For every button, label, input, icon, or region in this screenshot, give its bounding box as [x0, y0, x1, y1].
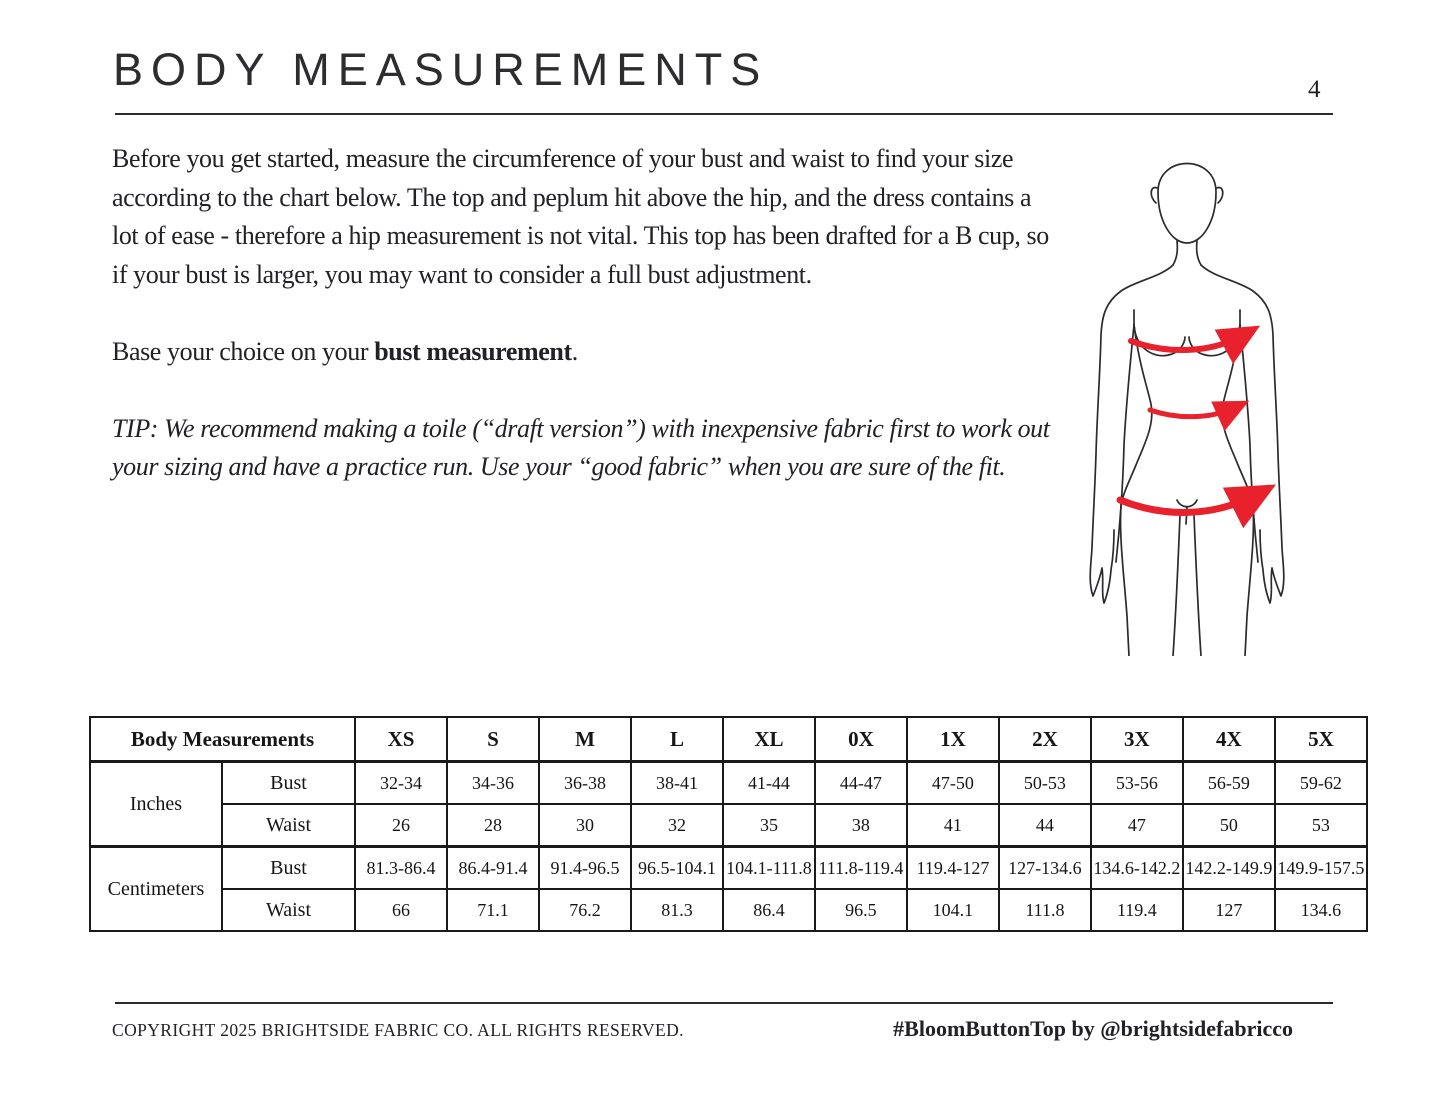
intro-text-column: Before you get started, measure the circ…: [112, 140, 1062, 487]
value-cell: 96.5: [813, 888, 908, 932]
value-cell: 149.9-157.5: [1273, 845, 1369, 890]
value-cell: 142.2-149.9: [1181, 845, 1276, 890]
value-cell: 34-36: [446, 760, 540, 805]
title-divider: [115, 113, 1333, 115]
value-cell: 30: [537, 803, 632, 848]
size-column-header: 0X: [813, 716, 908, 763]
size-column-header: 3X: [1089, 716, 1184, 763]
value-cell: 50-53: [997, 760, 1092, 805]
value-cell: 91.4-96.5: [537, 845, 632, 890]
base-choice-prefix: Base your choice on your: [112, 337, 375, 366]
size-column-header: XS: [354, 716, 448, 763]
table-row: Waist 26 28 30 32 35 38 41 44 47 50 53: [90, 803, 1369, 848]
copyright-text: COPYRIGHT 2025 BRIGHTSIDE FABRIC CO. ALL…: [112, 1020, 684, 1040]
measurement-arrows: [1116, 325, 1277, 529]
value-cell: 47-50: [905, 760, 1000, 805]
value-cell: 104.1: [905, 888, 1000, 932]
intro-paragraph: Before you get started, measure the circ…: [112, 144, 1049, 289]
value-cell: 59-62: [1273, 760, 1369, 805]
value-cell: 134.6-142.2: [1089, 845, 1184, 890]
value-cell: 26: [354, 803, 448, 848]
value-cell: 38-41: [629, 760, 724, 805]
size-column-header: XL: [721, 716, 816, 763]
value-cell: 119.4: [1089, 888, 1184, 932]
value-cell: 111.8: [997, 888, 1092, 932]
size-column-header: 5X: [1273, 716, 1369, 763]
unit-cell: Inches: [89, 760, 223, 848]
value-cell: 104.1-111.8: [721, 845, 816, 890]
row-label-cell: Bust: [220, 760, 357, 805]
body-outline-icon: [1089, 162, 1285, 657]
value-cell: 111.8-119.4: [813, 845, 908, 890]
value-cell: 47: [1089, 803, 1184, 848]
value-cell: 66: [354, 888, 448, 932]
page-title: BODY MEASUREMENTS: [113, 44, 769, 95]
value-cell: 86.4-91.4: [446, 845, 540, 890]
value-cell: 127: [1181, 888, 1276, 932]
value-cell: 127-134.6: [997, 845, 1092, 890]
value-cell: 28: [446, 803, 540, 848]
value-cell: 44-47: [813, 760, 908, 805]
row-label-cell: Waist: [220, 888, 357, 932]
value-cell: 71.1: [446, 888, 540, 932]
base-choice-sentence: Base your choice on your bust measuremen…: [112, 333, 1062, 372]
size-table: Body Measurements XS S M L XL 0X 1X 2X 3X 4X 5X Inch…: [88, 716, 1369, 932]
value-cell: 119.4-127: [905, 845, 1000, 890]
row-label-cell: Bust: [220, 845, 357, 890]
size-column-header: 2X: [997, 716, 1092, 763]
value-cell: 32-34: [354, 760, 448, 805]
row-label-cell: Waist: [220, 803, 357, 848]
value-cell: 50: [1181, 803, 1276, 848]
waist-arrow: [1147, 400, 1250, 432]
value-cell: 81.3: [629, 888, 724, 932]
unit-cell: Centimeters: [89, 845, 223, 932]
hip-arrow: [1116, 484, 1277, 529]
size-table-head: Body Measurements XS S M L XL 0X 1X 2X 3X 4X 5X: [88, 716, 1369, 763]
table-row: Waist 66 71.1 76.2 81.3 86.4 96.5 104.1 111.8 119…: [90, 888, 1369, 932]
bust-arrow: [1128, 325, 1261, 365]
value-cell: 86.4: [721, 888, 816, 932]
size-column-header: S: [446, 716, 540, 763]
size-column-header: L: [629, 716, 724, 763]
page-number: 4: [1308, 76, 1321, 103]
value-cell: 41: [905, 803, 1000, 848]
table-row: Inches Bust 32-34 34-36 36-38 38-41 41-44 44-47…: [89, 760, 1369, 848]
value-cell: 38: [813, 803, 908, 848]
value-cell: 32: [629, 803, 724, 848]
value-cell: 41-44: [721, 760, 816, 805]
size-table-header-row: Body Measurements XS S M L XL 0X 1X 2X 3X 4X 5X: [88, 716, 1369, 763]
size-column-header: 4X: [1181, 716, 1276, 763]
value-cell: 35: [721, 803, 816, 848]
value-cell: 81.3-86.4: [354, 845, 448, 890]
footer-divider: [115, 1002, 1333, 1004]
value-cell: 96.5-104.1: [629, 845, 724, 890]
tip-paragraph: TIP: We recommend making a toile (“draft…: [112, 413, 1050, 482]
base-choice-bold: bust measurement: [374, 337, 572, 366]
size-table-body: Inches Bust 32-34 34-36 36-38 38-41 41-44 44-47…: [89, 760, 1369, 932]
table-row: Centimeters Bust 81.3-86.4 86.4-91.4 91.4-96…: [89, 845, 1369, 932]
value-cell: 36-38: [537, 760, 632, 805]
base-choice-suffix: .: [571, 337, 579, 366]
value-cell: 53: [1273, 803, 1369, 848]
credit-text: #BloomButtonTop by @brightsidefabricco: [893, 1016, 1293, 1041]
value-cell: 134.6: [1273, 888, 1369, 932]
value-cell: 56-59: [1181, 760, 1276, 805]
body-measurement-figure: [1073, 134, 1345, 657]
table-corner-label: Body Measurements: [88, 716, 357, 763]
size-column-header: 1X: [905, 716, 1000, 763]
value-cell: 53-56: [1089, 760, 1184, 805]
size-column-header: M: [537, 716, 632, 763]
value-cell: 76.2: [537, 888, 632, 932]
value-cell: 44: [997, 803, 1092, 848]
